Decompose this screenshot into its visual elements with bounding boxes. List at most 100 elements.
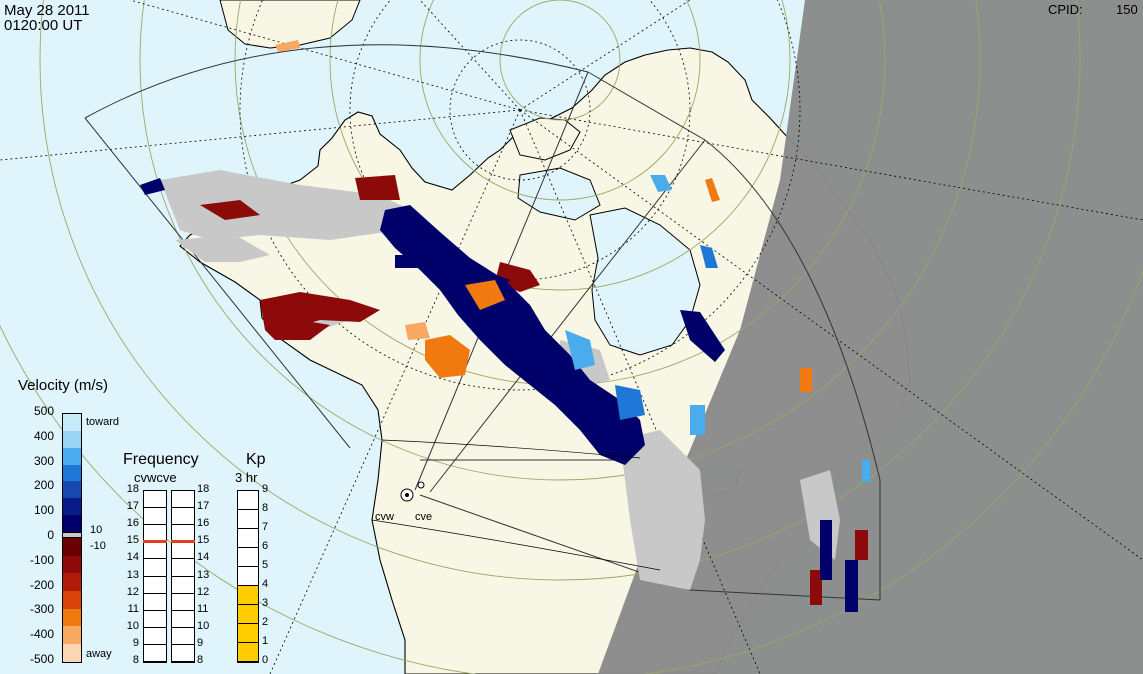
- frequency-tick-left: 12: [126, 585, 139, 598]
- frequency-gridline: [171, 626, 195, 628]
- velocity-swatch: [63, 537, 81, 556]
- greenland-land: [219, 0, 361, 49]
- kp-gridline: [237, 585, 259, 586]
- velocity-tick: 400: [33, 428, 54, 443]
- night-terminator-region: [598, 0, 1143, 674]
- velocity-swatch: [63, 464, 81, 482]
- frequency-column-cvw: [143, 490, 167, 663]
- gs-lower-label: -10: [90, 540, 106, 552]
- frequency-gridline: [171, 643, 195, 645]
- velocity-tick: 0: [47, 528, 54, 542]
- ground-scatter: [160, 170, 840, 590]
- velocity-tick: 100: [33, 503, 54, 518]
- frequency-gridline: [143, 558, 167, 560]
- frequency-tick-right: 16: [197, 517, 210, 530]
- kp-gridline: [237, 661, 259, 662]
- kp-tick: 6: [262, 540, 269, 552]
- gs-upper-label: 10: [90, 524, 103, 536]
- velocity-scale-title: Velocity (m/s): [18, 377, 109, 394]
- kp-gridline: [237, 623, 259, 624]
- kp-fill: [238, 586, 258, 662]
- frequency-gridline: [171, 490, 195, 491]
- kp-gridline: [237, 490, 259, 491]
- frequency-tick-left: 9: [132, 636, 139, 649]
- kp-column: [237, 490, 259, 663]
- arctic-island-2: [517, 167, 601, 221]
- kp-gridline: [237, 509, 259, 510]
- kp-gridline: [237, 566, 259, 567]
- velocity-swatch: [63, 447, 81, 465]
- frequency-gridline: [171, 575, 195, 577]
- frequency-tick-left: 15: [126, 534, 139, 547]
- velocity-swatch: [63, 608, 81, 627]
- frequency-tick-right: 10: [197, 619, 210, 632]
- frequency-marker-cvw: [143, 540, 167, 544]
- time-label: 0120:00 UT: [4, 17, 83, 34]
- political-boundaries: [371, 439, 661, 571]
- frequency-tick-left: 17: [126, 500, 139, 513]
- velocity-tick: 500: [33, 404, 54, 418]
- frequency-marker-cve: [171, 540, 195, 544]
- frequency-tick-left: 16: [126, 517, 139, 530]
- velocity-tick: -200: [29, 577, 54, 592]
- away-label: away: [86, 648, 112, 660]
- velocity-swatch: [63, 430, 81, 448]
- kp-title: Kp: [246, 451, 266, 468]
- toward-label: toward: [86, 416, 120, 428]
- away-light-scatter: [275, 40, 430, 340]
- date-label: May 28 2011: [4, 2, 90, 19]
- frequency-subtitle: cvwcve: [134, 470, 177, 485]
- velocity-colorbar: [62, 413, 82, 663]
- kp-gridline: [237, 604, 259, 605]
- frequency-gridline: [171, 661, 195, 662]
- velocity-swatch: [63, 515, 81, 532]
- frequency-gridline: [171, 609, 195, 611]
- kp-gridline: [237, 528, 259, 529]
- frequency-tick-right: 8: [197, 654, 204, 666]
- frequency-tick-right: 9: [197, 636, 204, 649]
- radar-label-cve: cve: [415, 511, 433, 523]
- velocity-tick: 200: [33, 478, 54, 493]
- frequency-gridline: [171, 558, 195, 560]
- kp-tick: 1: [262, 635, 269, 647]
- kp-tick: 8: [262, 502, 269, 514]
- kp-tick: 7: [262, 521, 269, 533]
- velocity-swatch: [63, 626, 81, 645]
- frequency-gridline: [143, 490, 167, 491]
- kp-tick: 5: [262, 559, 269, 571]
- frequency-tick-left: 14: [126, 551, 139, 564]
- frequency-title: Frequency: [123, 451, 199, 468]
- toward-fast-scatter: [565, 175, 870, 482]
- kp-gridline: [237, 642, 259, 643]
- kp-subtitle: 3 hr: [235, 470, 258, 485]
- frequency-gridline: [171, 524, 195, 526]
- frequency-gridline: [143, 575, 167, 577]
- velocity-swatch: [63, 481, 81, 499]
- velocity-tick: -300: [29, 602, 54, 617]
- velocity-tick: -100: [29, 552, 54, 567]
- frequency-tick-left: 10: [126, 619, 139, 632]
- frequency-tick-left: 8: [132, 654, 139, 666]
- cpid-value: 150: [1116, 2, 1138, 17]
- frequency-gridline: [143, 661, 167, 662]
- radar-label-cvw: cvw: [375, 511, 394, 523]
- velocity-tick: -400: [29, 627, 54, 642]
- frequency-gridline: [143, 643, 167, 645]
- frequency-tick-right: 13: [197, 568, 210, 581]
- frequency-gridline: [143, 524, 167, 526]
- hudson-bay: [589, 207, 701, 356]
- velocity-swatch: [63, 414, 81, 431]
- away-fast-scatter: [425, 178, 812, 392]
- frequency-tick-left: 18: [126, 483, 139, 495]
- velocity-swatch: [63, 591, 81, 609]
- frequency-tick-right: 11: [197, 602, 209, 615]
- frequency-gridline: [143, 626, 167, 628]
- frequency-gridline: [143, 592, 167, 594]
- frequency-tick-right: 15: [197, 534, 210, 547]
- velocity-swatch: [63, 644, 81, 662]
- kp-tick: 4: [262, 578, 269, 590]
- cpid-label: CPID:: [1048, 2, 1083, 17]
- kp-tick: 0: [262, 654, 269, 666]
- kp-gridline: [237, 547, 259, 548]
